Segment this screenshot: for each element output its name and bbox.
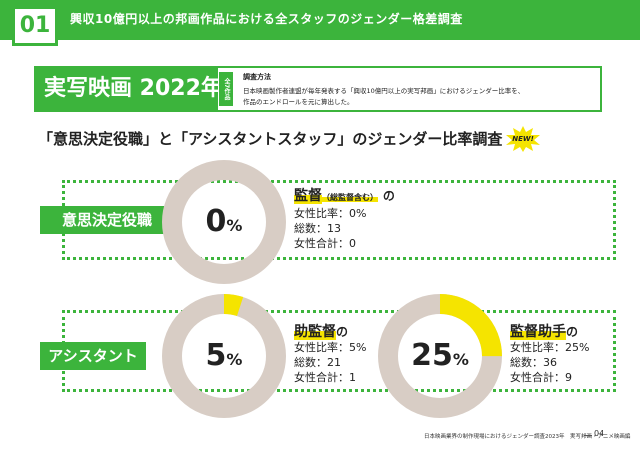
percent-value: 25% xyxy=(411,338,469,373)
female-ratio: 女性比率：25% xyxy=(510,341,590,354)
donut-director-assistant: 25% xyxy=(378,294,502,418)
female-ratio: 女性比率：0% xyxy=(294,207,367,220)
starburst-icon xyxy=(506,126,540,152)
role-info-assistant-director: 助監督の 女性比率：5% 総数：21 女性合計：1 xyxy=(294,324,366,385)
section-title: 実写映画 2022年 xyxy=(36,68,223,110)
donut-arc xyxy=(162,294,286,418)
total-count: 総数：36 xyxy=(510,356,557,369)
role-title: 監督助手の xyxy=(510,324,579,340)
footer-source: 日本映画業界の制作現場におけるジェンダー調査2023年 実写邦画・アニメ映画編 xyxy=(424,434,631,440)
female-total: 女性合計：0 xyxy=(294,237,356,250)
role-title: 監督（総監督含む） の xyxy=(294,188,395,204)
female-total: 女性合計：1 xyxy=(294,371,356,384)
total-count: 総数：13 xyxy=(294,222,341,235)
percent-value: 5% xyxy=(205,338,243,373)
new-badge: NEW! xyxy=(506,126,540,152)
total-count: 総数：21 xyxy=(294,356,341,369)
header-title: 興収10億円以上の邦画作品における全スタッフのジェンダー格差調査 xyxy=(70,12,463,26)
donut-arc xyxy=(378,294,502,418)
category-label-assistant: アシスタント xyxy=(40,342,146,370)
method-line-2: 作品のエンドロールを元に算出した。 xyxy=(243,98,354,106)
donut-director: 0% xyxy=(162,160,286,284)
role-info-director: 監督（総監督含む） の 女性比率：0% 総数：13 女性合計：0 xyxy=(294,188,395,251)
role-info-director-assistant: 監督助手の 女性比率：25% 総数：36 女性合計：9 xyxy=(510,324,589,385)
main-heading: 「意思決定役職」と「アシスタントスタッフ」のジェンダー比率調査 xyxy=(38,130,503,148)
donut-ring xyxy=(162,160,286,284)
chapter-number: 01 xyxy=(12,6,58,46)
method-line-1: 日本映画製作者連盟が毎年発表する「興収10億円以上の実写邦画」におけるジェンダー… xyxy=(243,87,525,95)
footer-page-number: 04 xyxy=(594,429,605,438)
donut-assistant-director: 5% xyxy=(162,294,286,418)
new-badge-text: NEW! xyxy=(512,135,534,143)
section-side-label: 全7作品 xyxy=(219,72,233,106)
method-title: 調査方法 xyxy=(243,73,271,81)
female-total: 女性合計：9 xyxy=(510,371,572,384)
role-title: 助監督の xyxy=(294,324,349,340)
footer-divider xyxy=(584,435,592,436)
female-ratio: 女性比率：5% xyxy=(294,341,367,354)
category-label-decision: 意思決定役職 xyxy=(40,206,174,234)
header-bar xyxy=(0,0,640,40)
percent-value: 0% xyxy=(205,204,243,239)
